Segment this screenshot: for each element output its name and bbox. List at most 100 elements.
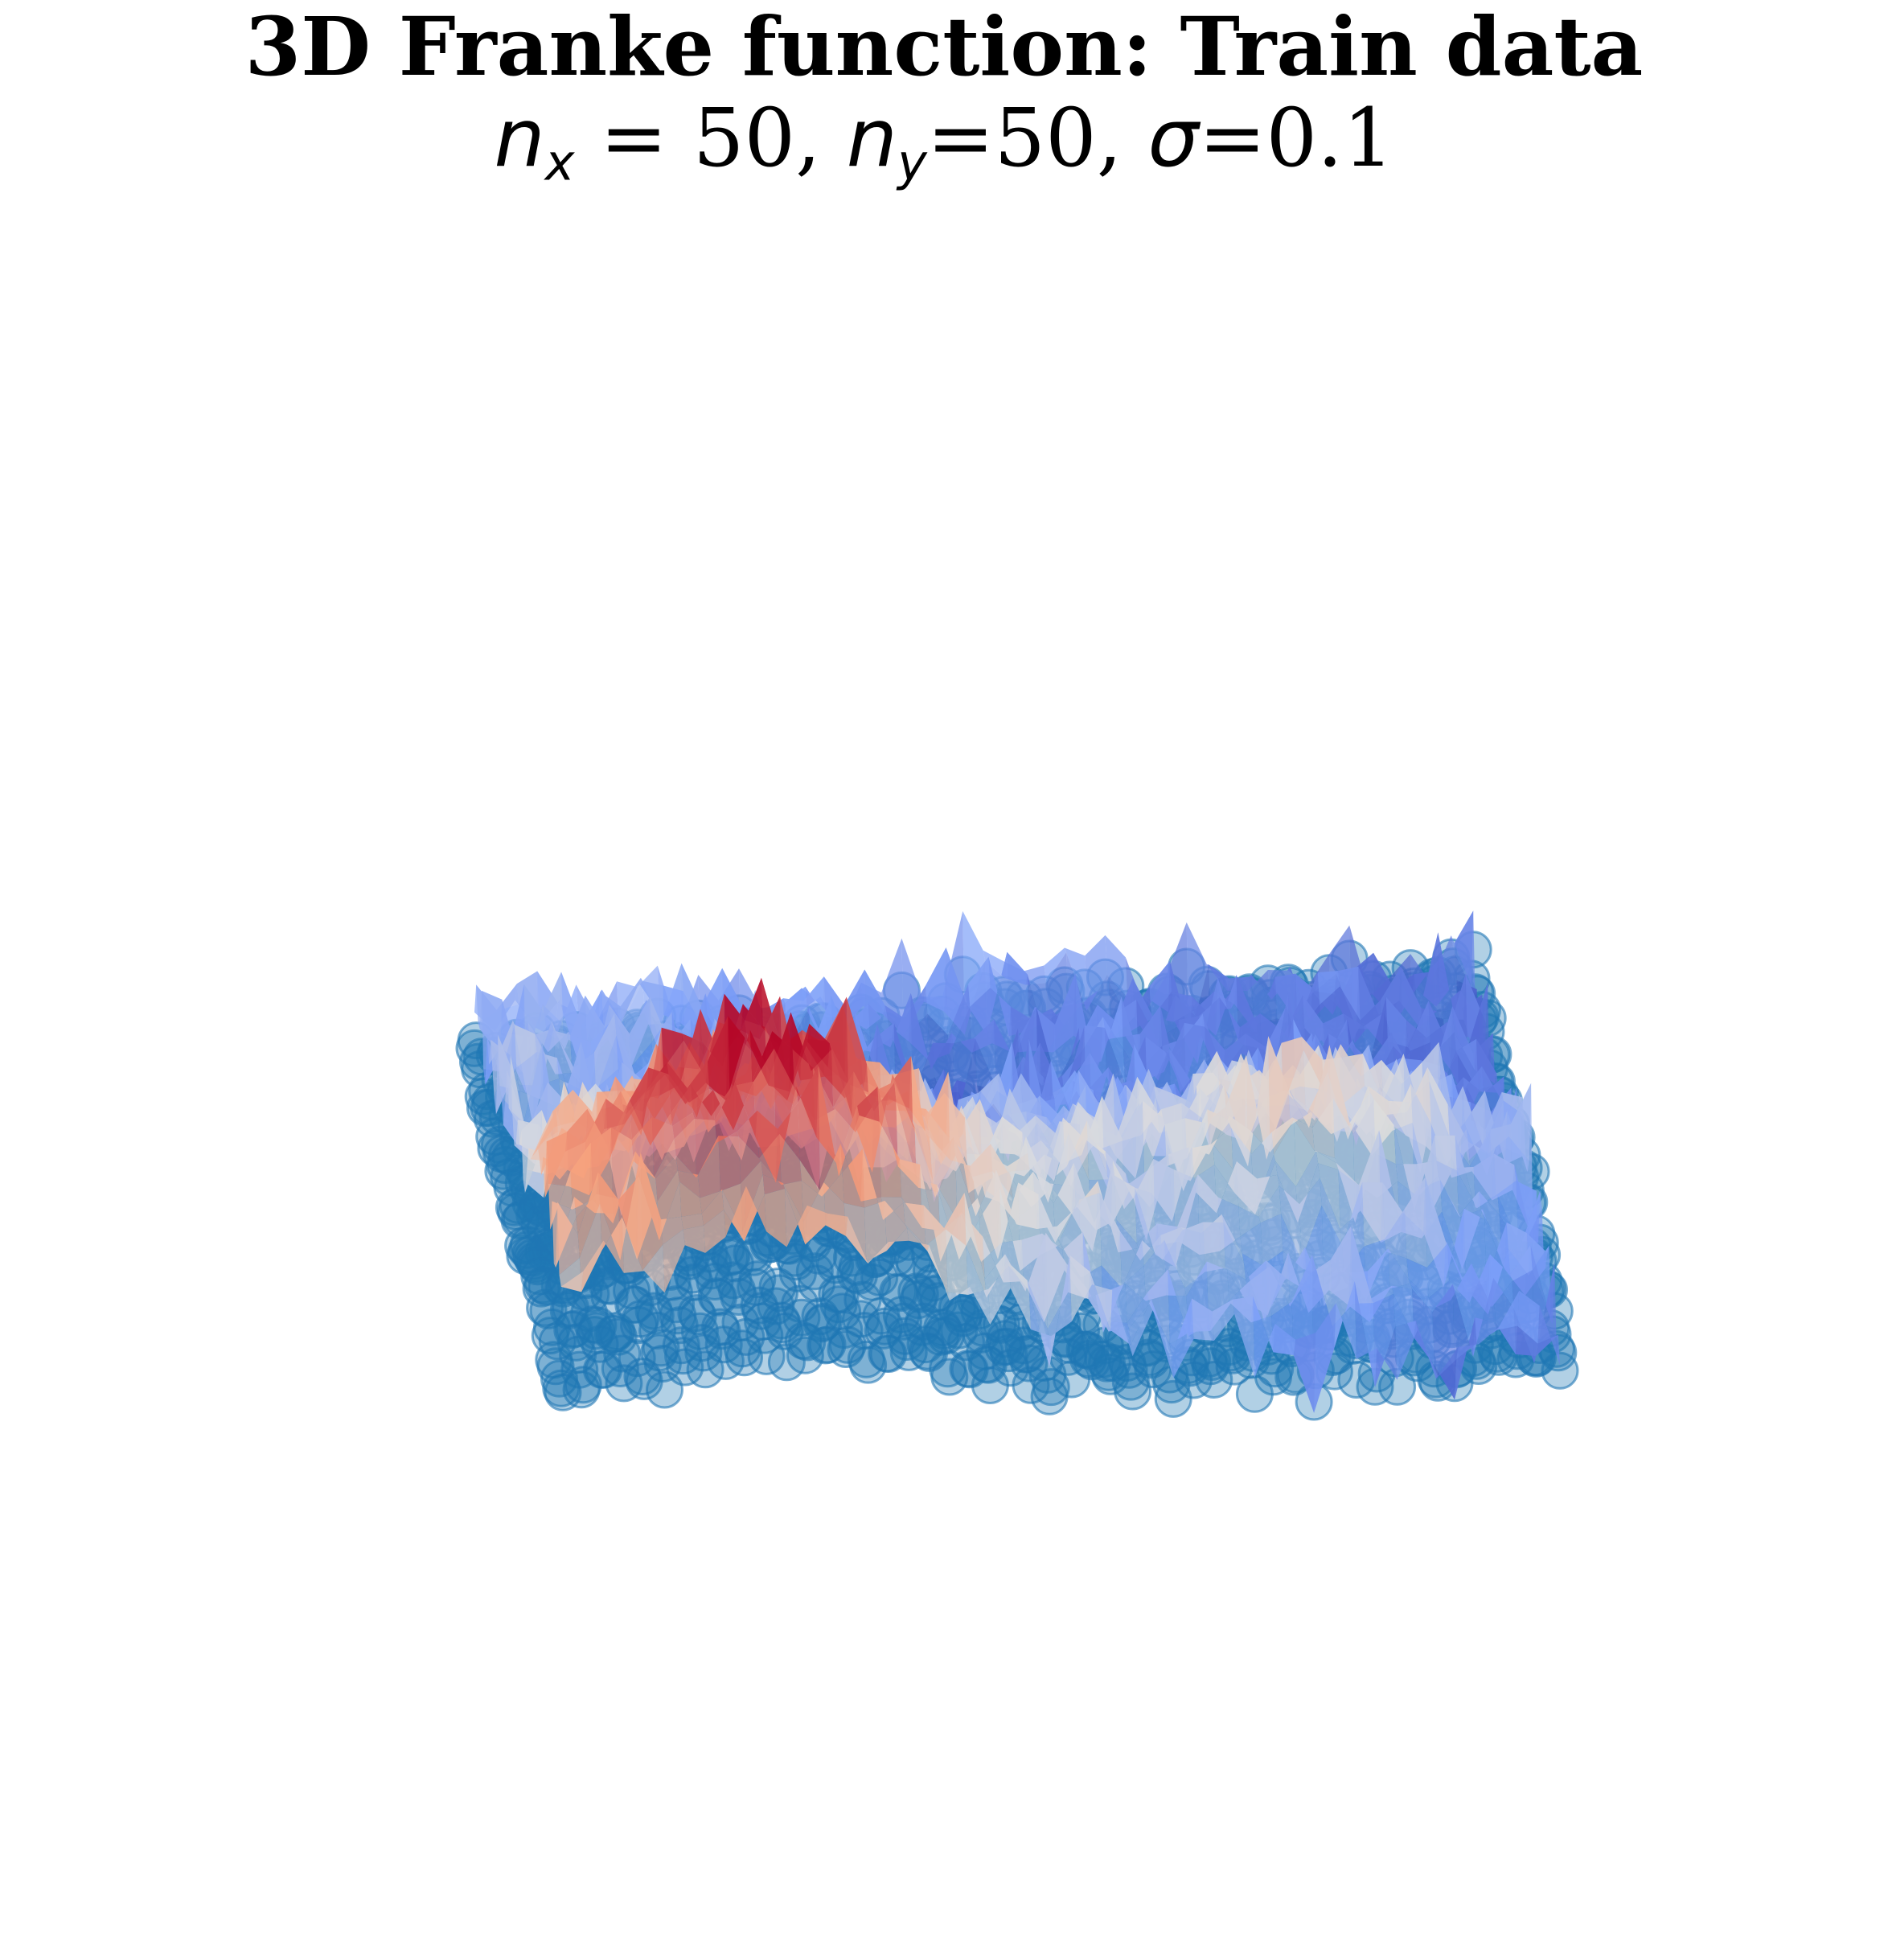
surface-facet: [1425, 1177, 1447, 1268]
surface-facet: [679, 1009, 703, 1085]
surface-facet: [620, 977, 643, 1023]
surface-facet: [809, 1023, 832, 1071]
scatter-point: [799, 1236, 838, 1275]
surface-facet: [1515, 1325, 1538, 1356]
surface-facet: [757, 1110, 780, 1159]
franke-surface: [474, 910, 1560, 1413]
surface-facet: [1310, 1255, 1333, 1327]
surface-facet: [933, 1137, 956, 1198]
surface-facet: [1392, 1123, 1414, 1210]
surface-facet: [601, 1217, 624, 1273]
surface-facet: [490, 1020, 513, 1069]
surface-facet: [879, 1121, 902, 1198]
surface-facet: [973, 1019, 996, 1086]
surface-facet: [654, 1139, 676, 1179]
surface-facet: [595, 1076, 618, 1133]
surface-facet: [1240, 1222, 1262, 1266]
surface-facet: [790, 1012, 813, 1071]
surface-facet: [946, 947, 969, 1035]
surface-facet: [959, 1099, 982, 1161]
surface-facet: [1092, 1161, 1115, 1251]
surface-facet: [884, 1201, 907, 1251]
surface-facet: [715, 1083, 737, 1143]
surface-facet: [1340, 1182, 1363, 1246]
surface-facet: [1007, 1261, 1029, 1291]
surface-facet: [1314, 1302, 1336, 1413]
surface-facet: [716, 1131, 739, 1143]
surface-facet: [1039, 1121, 1061, 1177]
surface-facet: [907, 1227, 930, 1251]
surface-facet: [931, 1033, 954, 1070]
surface-facet: [805, 1205, 827, 1245]
surface-facet: [1184, 1261, 1207, 1296]
surface-facet: [1057, 1070, 1081, 1152]
surface-facet: [577, 1172, 601, 1258]
chart-subtitle: nx = 50, ny=50, σ=0.1: [0, 98, 1888, 187]
surface-facet: [1303, 995, 1325, 1052]
surface-facet: [1024, 965, 1046, 985]
surface-facet: [779, 1133, 802, 1185]
surface-facet: [1251, 974, 1274, 1009]
surface-facet: [1510, 1244, 1533, 1282]
surface-facet: [1358, 966, 1381, 1021]
ny-value: =50,: [926, 91, 1148, 185]
surface-facet: [1517, 1290, 1540, 1344]
surface-facet: [1415, 1321, 1439, 1379]
surface-facet: [1225, 1268, 1248, 1304]
surface-facet: [1055, 973, 1077, 1083]
surface-facet: [1053, 1070, 1075, 1099]
surface-facet: [1434, 1359, 1457, 1400]
surface-facet: [1297, 1163, 1320, 1223]
surface-facet: [927, 1245, 950, 1301]
surface-facet: [1473, 1278, 1496, 1357]
surface-facet: [1293, 1333, 1316, 1413]
scatter-point: [1093, 1343, 1131, 1382]
surface-facet: [1117, 1076, 1139, 1141]
surface-facet: [894, 1083, 917, 1179]
surface-facet: [1069, 1255, 1092, 1322]
surface-facet: [1435, 1346, 1459, 1379]
surface-facet: [968, 956, 991, 1007]
surface-facet: [1142, 1239, 1164, 1266]
surface-facet: [1290, 1111, 1313, 1128]
scatter-point: [869, 1335, 908, 1373]
surface-facet: [1045, 1154, 1067, 1185]
surface-facet: [1171, 1298, 1194, 1379]
surface-facet: [1398, 1181, 1420, 1221]
surface-facet: [994, 1019, 1016, 1086]
surface-facet: [961, 1105, 984, 1170]
surface-facet: [659, 1181, 682, 1241]
scatter-point: [1195, 1361, 1233, 1399]
surface-facet: [670, 1085, 693, 1127]
surface-facet: [988, 1266, 1011, 1325]
scatter-point: [622, 1300, 660, 1338]
surface-facet: [762, 1174, 786, 1194]
surface-facet: [553, 1029, 576, 1075]
surface-facet: [1315, 1151, 1339, 1170]
surface-facet: [799, 1160, 823, 1197]
surface-facet: [1122, 1240, 1144, 1288]
scatter-point: [788, 1323, 827, 1362]
nx-value: = 50,: [574, 91, 847, 185]
surface-facet: [931, 1137, 954, 1182]
surface-facet: [1180, 1088, 1202, 1128]
sigma-symbol: σ: [1147, 91, 1199, 185]
scatter-point: [700, 1278, 737, 1317]
surface-facet: [674, 1119, 696, 1178]
scatter-point: [950, 1350, 989, 1389]
surface-facet: [1456, 1170, 1480, 1216]
surface-facet: [581, 1240, 604, 1292]
surface-facet: [1271, 1117, 1295, 1155]
surface-facet: [596, 1035, 618, 1095]
surface-facet: [1395, 1321, 1418, 1380]
surface-facet: [903, 1202, 926, 1247]
surface-facet: [886, 1227, 909, 1251]
surface-facet: [681, 1214, 704, 1230]
surface-facet: [1320, 1044, 1343, 1090]
surface-facet: [818, 1066, 841, 1191]
surface-facet: [515, 1025, 537, 1068]
surface-facet: [1375, 1326, 1398, 1387]
surface-facet: [1388, 1083, 1411, 1129]
scatter-point: [686, 1350, 724, 1389]
surface-facet: [681, 963, 704, 1031]
